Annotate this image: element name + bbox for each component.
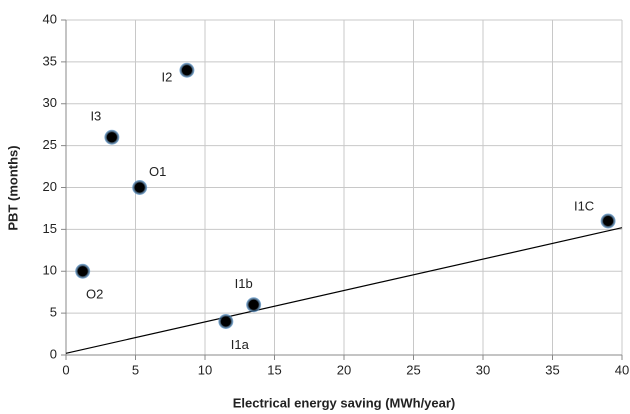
y-tick-label: 15 <box>43 221 57 236</box>
point-label: I1C <box>574 198 594 213</box>
x-tick-label: 5 <box>132 362 139 377</box>
point <box>603 216 614 226</box>
point <box>77 266 88 277</box>
x-tick-label: 20 <box>337 362 351 377</box>
x-tick-label: 0 <box>62 362 69 377</box>
x-tick-label: 15 <box>267 362 281 377</box>
x-tick-label: 40 <box>615 362 629 377</box>
point <box>134 182 145 193</box>
point <box>106 132 117 143</box>
y-tick-label: 0 <box>50 346 57 361</box>
point-label: I1b <box>235 276 253 291</box>
point-label: I1a <box>231 337 250 352</box>
y-axis-title: PBT (months) <box>5 145 20 230</box>
point-label: I3 <box>90 109 101 124</box>
x-axis-title: Electrical energy saving (MWh/year) <box>233 395 456 410</box>
point-label: I2 <box>162 70 173 85</box>
y-tick-label: 35 <box>43 53 57 68</box>
point <box>181 65 192 76</box>
x-tick-label: 10 <box>198 362 212 377</box>
y-tick-label: 10 <box>43 263 57 278</box>
x-tick-label: 25 <box>406 362 420 377</box>
trend-line <box>65 227 623 354</box>
y-tick-label: 30 <box>43 95 57 110</box>
point <box>220 316 231 327</box>
point-label: O2 <box>86 287 103 302</box>
point <box>248 299 259 310</box>
y-tick-label: 5 <box>50 305 57 320</box>
x-tick-label: 35 <box>545 362 559 377</box>
y-tick-label: 25 <box>43 137 57 152</box>
y-tick-label: 40 <box>43 11 57 26</box>
y-tick-label: 20 <box>43 179 57 194</box>
point-label: O1 <box>149 164 166 179</box>
x-tick-label: 30 <box>476 362 490 377</box>
